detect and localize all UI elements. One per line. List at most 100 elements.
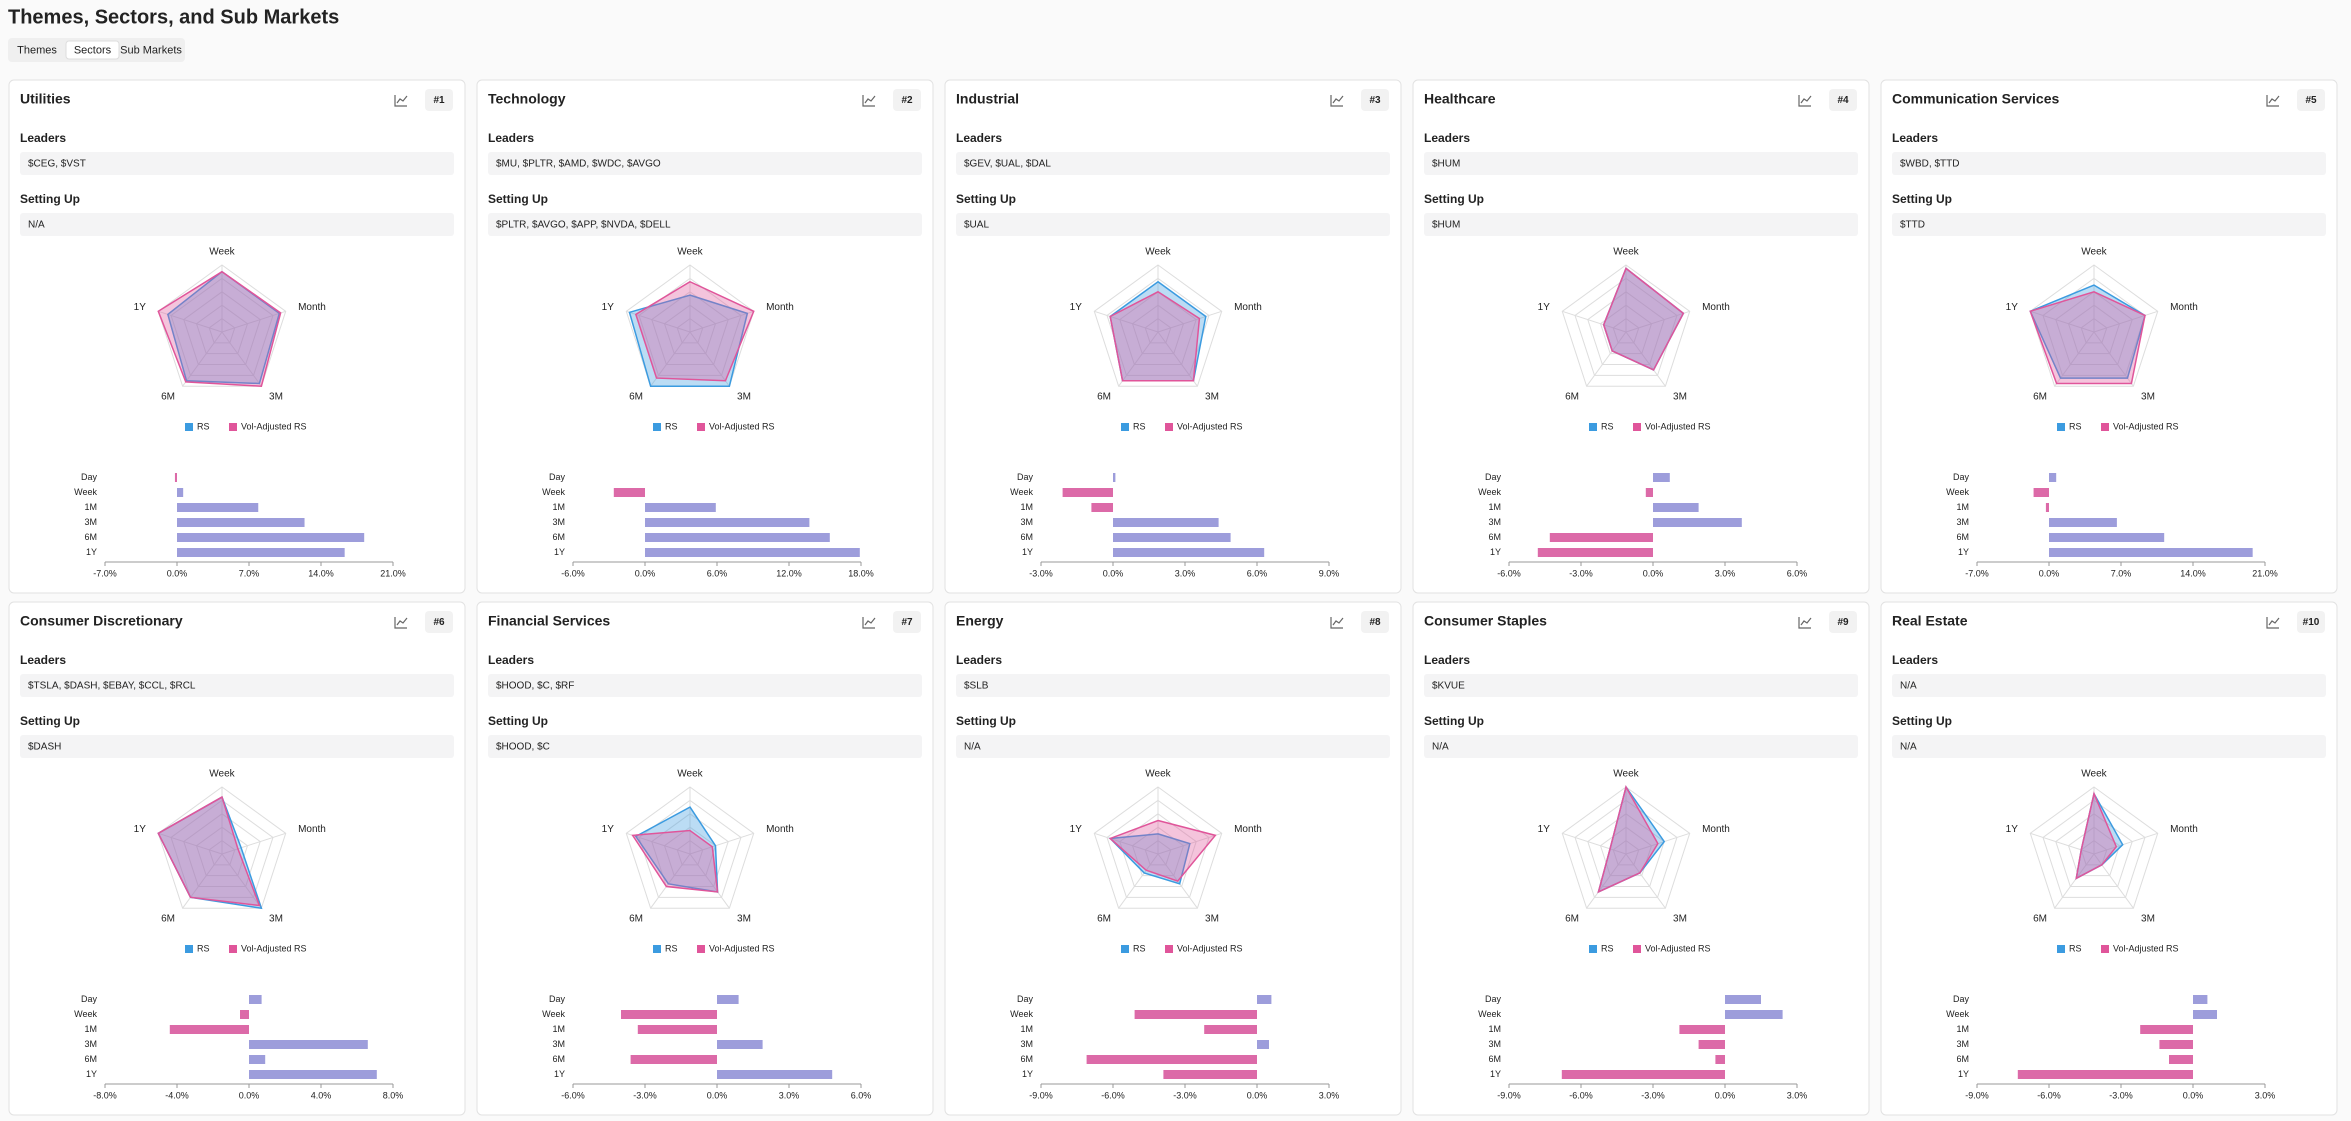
radar-ring (1612, 839, 1640, 866)
radar-ring (2080, 839, 2108, 866)
legend-swatch (1121, 945, 1129, 953)
y-tick-label: 1M (84, 1024, 97, 1034)
bar (2045, 503, 2049, 512)
x-tick-label: -6.0% (1497, 568, 1521, 578)
radar-ring (2055, 291, 2133, 366)
radar-series (2029, 290, 2146, 385)
y-tick-label: 1M (552, 502, 565, 512)
rank-badge (1829, 611, 1857, 633)
leaders-box (1424, 152, 1858, 175)
setting-up-box (956, 213, 1390, 236)
rank-label: #6 (433, 617, 445, 628)
chart-icon[interactable] (2266, 95, 2280, 107)
leaders-value: $SLB (964, 681, 989, 692)
leaders-label: Leaders (1892, 131, 1938, 145)
x-tick-label: 8.0% (383, 1090, 404, 1100)
leaders-label: Leaders (1424, 131, 1470, 145)
bar (249, 1070, 377, 1079)
radar-axis-label: Week (209, 769, 235, 780)
y-tick-label: 6M (1488, 1054, 1501, 1064)
sector-card: Energy #8 Leaders $SLB Setting Up N/A Week Mont… (944, 601, 1402, 1116)
x-tick-label: -6.0% (1101, 1090, 1125, 1100)
bar (645, 548, 860, 557)
y-tick-label: 6M (1020, 532, 1033, 542)
radar-ring (651, 291, 729, 366)
x-tick-label: 0.0% (707, 1090, 728, 1100)
legend-swatch (2057, 423, 2065, 431)
x-tick-label: 0.0% (2039, 568, 2060, 578)
y-tick-label: 3M (84, 1039, 97, 1049)
radar-axis-label: 1Y (134, 302, 147, 313)
bar (249, 1055, 266, 1064)
chart-icon[interactable] (1798, 617, 1812, 629)
radar-axis-label: Month (1234, 824, 1262, 835)
x-tick-label: 0.0% (1715, 1090, 1736, 1100)
radar-ring (1599, 826, 1653, 877)
y-tick-label: 1M (1956, 502, 1969, 512)
legend-swatch (185, 945, 193, 953)
radar-spoke (689, 832, 754, 855)
x-tick-label: 21.0% (380, 568, 406, 578)
setting-up-value: N/A (1432, 742, 1449, 753)
x-tick-label: 0.0% (239, 1090, 260, 1100)
radar-axis-label: Month (766, 824, 794, 835)
y-tick-label: 3M (1020, 517, 1033, 527)
setting-up-box (20, 735, 454, 758)
legend-swatch (697, 423, 705, 431)
radar-ring (208, 839, 236, 866)
bar (1113, 518, 1219, 527)
chart-icon[interactable] (1330, 617, 1344, 629)
radar-spoke (2030, 832, 2095, 855)
card-title: Consumer Staples (1424, 613, 1547, 629)
legend-label: RS (1133, 943, 1146, 953)
radar-axis-label: 1Y (1070, 302, 1083, 313)
legend-label: Vol-Adjusted RS (241, 943, 307, 953)
y-tick-label: 1M (1488, 502, 1501, 512)
chart-icon[interactable] (862, 95, 876, 107)
y-tick-label: Week (542, 1009, 565, 1019)
radar-ring (1587, 813, 1665, 888)
tab-active-bg[interactable] (65, 40, 120, 60)
radar-axis-label: 1Y (1538, 302, 1551, 313)
x-tick-label: 3.0% (1715, 568, 1736, 578)
chart-icon[interactable] (1798, 95, 1812, 107)
tab[interactable]: Sectors (74, 44, 112, 56)
radar-ring (195, 826, 249, 877)
y-tick-label: 6M (1020, 1054, 1033, 1064)
chart-icon[interactable] (1330, 95, 1344, 107)
y-tick-label: 6M (552, 1054, 565, 1064)
chart-icon[interactable] (862, 617, 876, 629)
radar-ring (2029, 264, 2159, 387)
tab[interactable]: Themes (17, 44, 57, 56)
legend-label: Vol-Adjusted RS (709, 943, 775, 953)
chart-icon[interactable] (394, 617, 408, 629)
y-tick-label: 1M (1956, 1024, 1969, 1034)
legend-swatch (1589, 423, 1597, 431)
radar-axis-label: Month (2170, 302, 2198, 313)
sector-card: Consumer Staples #9 Leaders $KVUE Setting Up… (1412, 601, 1870, 1116)
bar (2049, 548, 2253, 557)
legend-label: Vol-Adjusted RS (1177, 421, 1243, 431)
y-tick-label: 1Y (1022, 1069, 1033, 1079)
y-tick-label: 1Y (1958, 547, 1969, 557)
x-tick-label: 3.0% (1787, 1090, 1808, 1100)
rank-badge (1829, 89, 1857, 111)
radar-axis-label: 3M (1205, 913, 1219, 924)
y-tick-label: 6M (1488, 532, 1501, 542)
chart-icon[interactable] (394, 95, 408, 107)
x-tick-label: -3.0% (1569, 568, 1593, 578)
x-tick-label: 6.0% (1787, 568, 1808, 578)
rank-label: #3 (1369, 95, 1381, 106)
radar-ring (1574, 799, 1678, 898)
bar (174, 473, 177, 482)
radar-ring (170, 799, 274, 898)
card-bg (8, 79, 466, 594)
setting-up-label: Setting Up (1892, 714, 1952, 728)
legend-swatch (2101, 945, 2109, 953)
leaders-label: Leaders (488, 131, 534, 145)
radar-spoke (1625, 310, 1690, 333)
tab[interactable]: Sub Markets (120, 44, 182, 56)
legend-label: RS (1601, 421, 1614, 431)
chart-icon[interactable] (2266, 617, 2280, 629)
